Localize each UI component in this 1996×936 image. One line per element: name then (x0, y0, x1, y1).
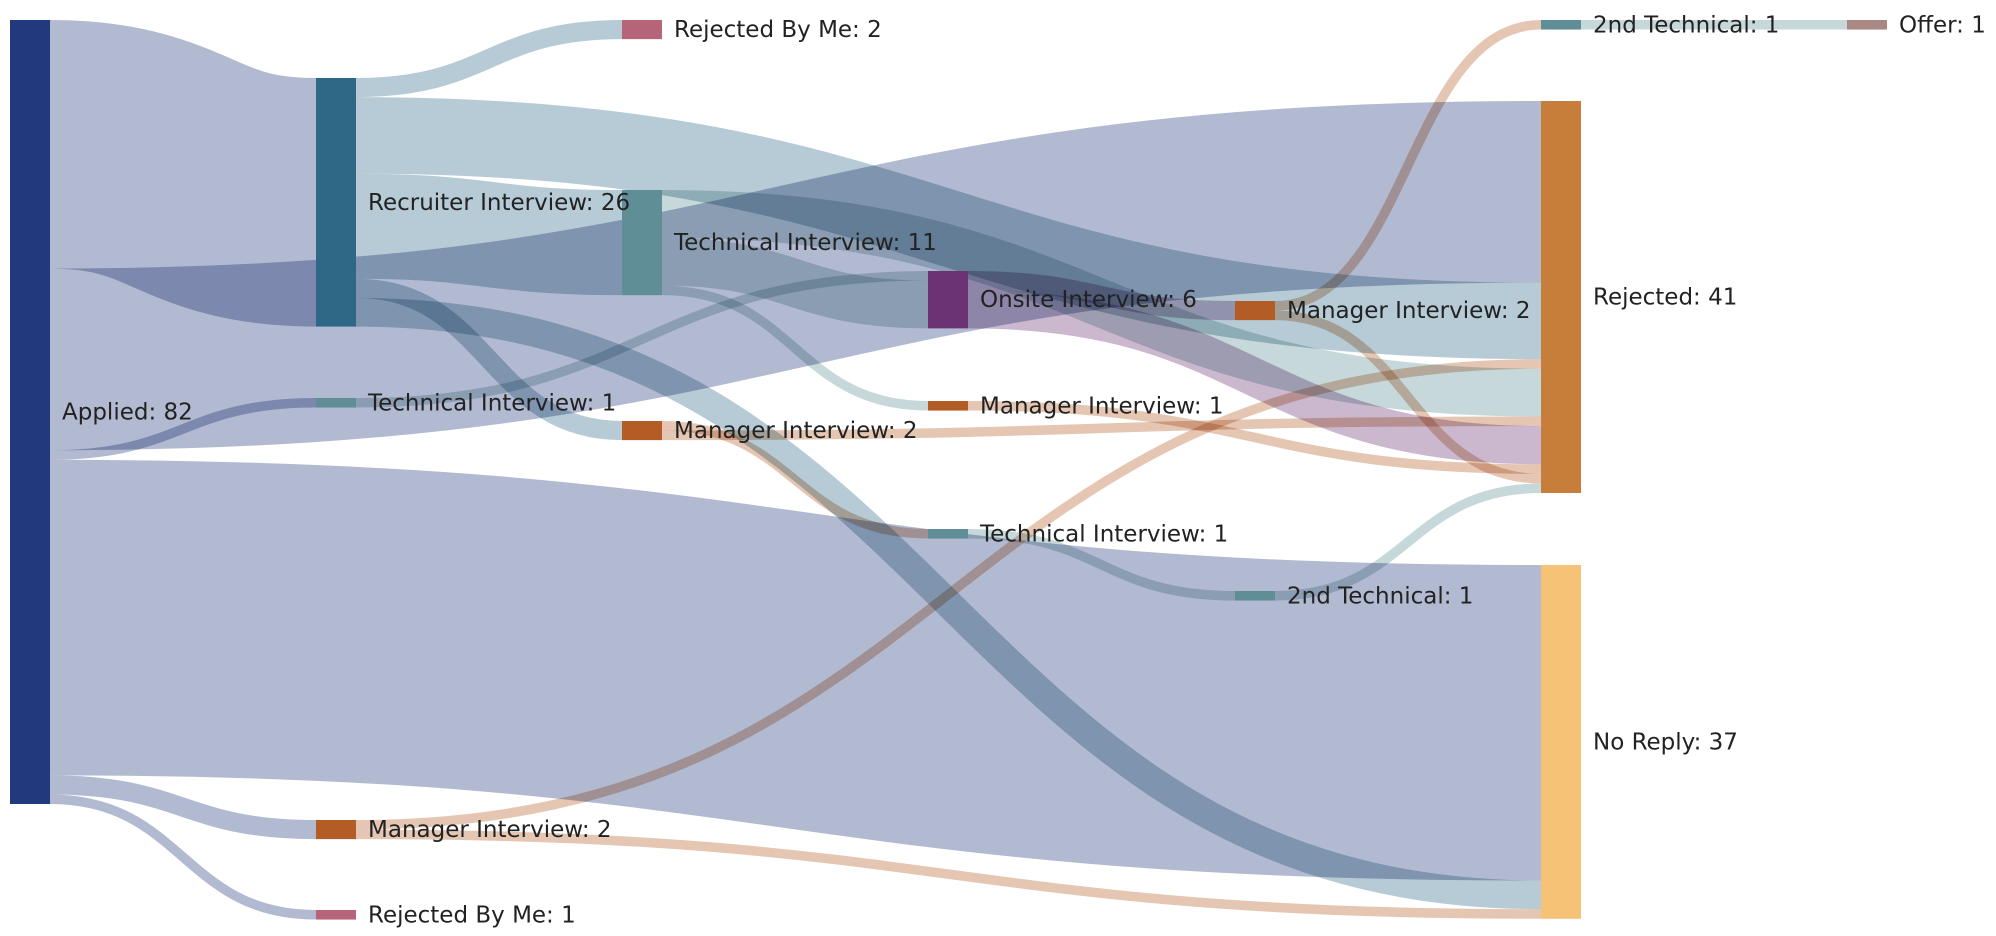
link-recruiter-to-noreply (355, 297, 1542, 910)
link-mgr_o-to-tech2_o (1274, 20, 1542, 311)
node-tech2_o (1541, 20, 1581, 30)
node-label-tech_r: Technical Interview: 11 (673, 230, 937, 256)
link-applied-to-noreply (49, 459, 1542, 881)
node-recruiter (316, 78, 356, 327)
link-mgr_a-to-noreply (355, 829, 1542, 919)
node-label-rejected: Rejected: 41 (1593, 285, 1737, 311)
link-onsite-to-mgr_o (967, 271, 1236, 321)
link-tech_r-to-onsite (661, 237, 929, 329)
link-applied-to-tech_a (49, 397, 317, 460)
node-label-tech_a: Technical Interview: 1 (367, 390, 616, 416)
node-tech_a (316, 398, 356, 408)
link-mgr_t-to-rejected (967, 400, 1542, 474)
node-tech_r (622, 190, 662, 296)
link-tech2_t-to-rejected (1274, 483, 1542, 601)
link-applied-to-rbm_a (49, 794, 317, 920)
node-offer (1847, 20, 1887, 30)
node-tech2_t (1235, 591, 1275, 601)
node-label-tech2_t: 2nd Technical: 1 (1287, 583, 1473, 609)
node-label-applied: Applied: 82 (62, 400, 193, 426)
node-label-tech2_o: 2nd Technical: 1 (1593, 12, 1779, 38)
link-tech_m-to-tech2_t (967, 529, 1236, 601)
node-label-rbm_a: Rejected By Me: 1 (368, 902, 576, 928)
link-mgr_o-to-rejected (1274, 310, 1542, 484)
node-label-mgr_a: Manager Interview: 2 (368, 817, 612, 843)
node-label-offer: Offer: 1 (1899, 12, 1986, 38)
node-rbm_r (622, 20, 662, 40)
node-label-mgr_o: Manager Interview: 2 (1287, 298, 1531, 324)
link-recruiter-to-tech_r (355, 173, 623, 296)
node-rbm_a (316, 910, 356, 920)
node-label-onsite: Onsite Interview: 6 (980, 287, 1197, 313)
nodes-layer (10, 20, 1887, 920)
node-mgr_r (622, 421, 662, 441)
node-rejected (1541, 101, 1581, 493)
link-onsite-to-rejected (967, 290, 1542, 465)
node-mgr_a (316, 820, 356, 840)
node-label-rbm_r: Rejected By Me: 2 (674, 17, 882, 43)
node-applied (10, 20, 50, 804)
node-label-tech_m: Technical Interview: 1 (979, 521, 1228, 547)
link-recruiter-to-rbm_r (355, 20, 623, 98)
node-mgr_t (928, 401, 968, 411)
node-mgr_o (1235, 301, 1275, 321)
node-label-mgr_t: Manager Interview: 1 (980, 393, 1224, 419)
link-tech_r-to-mgr_t (661, 285, 929, 411)
node-tech_m (928, 529, 968, 539)
node-noreply (1541, 565, 1581, 919)
links-layer (47, 20, 1847, 920)
node-label-noreply: No Reply: 37 (1593, 729, 1738, 755)
link-recruiter-to-mgr_r (355, 278, 623, 441)
link-applied-to-recruiter (47, 20, 319, 327)
labels-layer: Applied: 82 Recruiter Interview: 26 Techni… (62, 12, 1986, 928)
node-onsite (928, 271, 968, 329)
node-label-recruiter: Recruiter Interview: 26 (368, 190, 630, 216)
node-label-mgr_r: Manager Interview: 2 (674, 418, 918, 444)
link-applied-to-mgr_a (49, 775, 317, 840)
